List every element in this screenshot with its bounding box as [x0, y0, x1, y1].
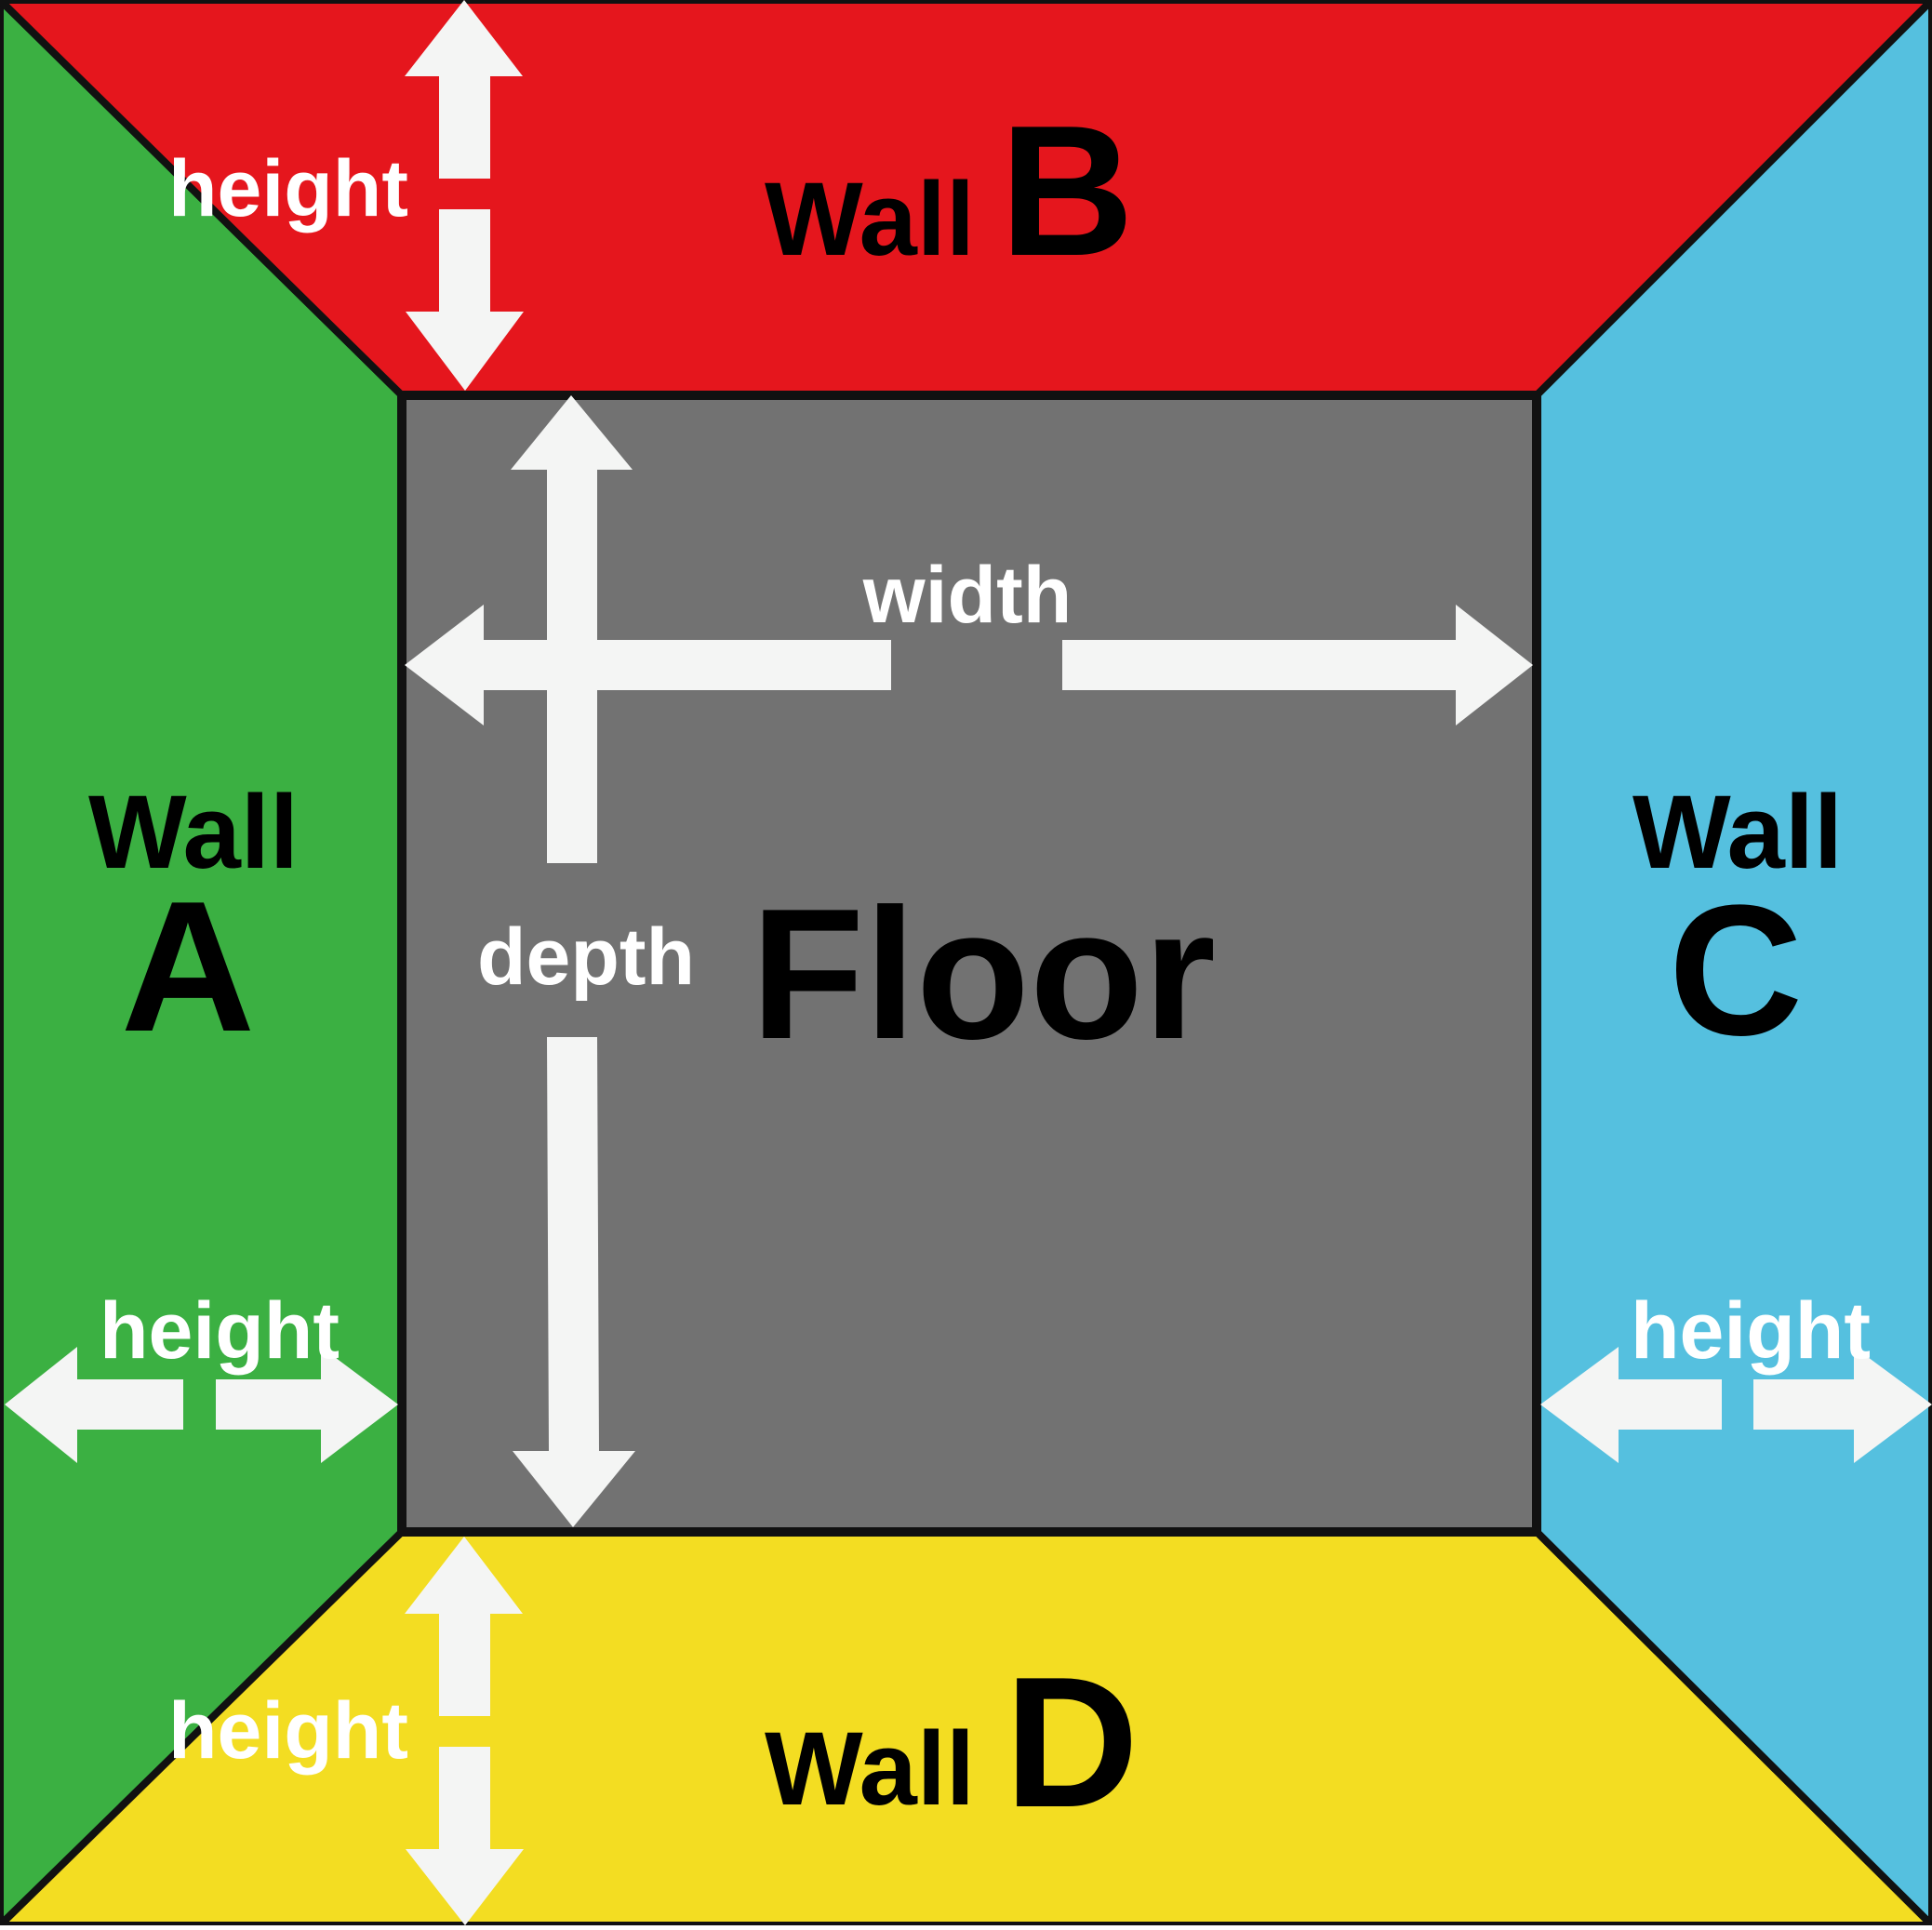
wall-b-letter: B: [1000, 87, 1134, 295]
height-label-wall-b: height: [168, 144, 408, 233]
wall-b-word: Wall: [765, 161, 975, 277]
depth-arrow: [511, 395, 635, 1527]
depth-arrow-up: [511, 395, 633, 863]
wall-c-word: Wall: [1632, 774, 1843, 890]
height-arrow-wall-d-down: [406, 1747, 524, 1925]
height-arrow-wall-a-right: [216, 1347, 398, 1463]
height-label-wall-d: height: [168, 1686, 408, 1776]
width-arrow: [405, 605, 1533, 725]
height-label-wall-a: height: [100, 1286, 340, 1376]
width-label: width: [862, 551, 1073, 640]
height-arrow-wall-a-left: [5, 1347, 183, 1463]
height-arrow-wall-c: [1540, 1347, 1932, 1463]
wall-a-letter: A: [121, 863, 255, 1071]
width-arrow-right: [1062, 605, 1533, 725]
width-arrow-left: [405, 605, 891, 725]
wall-c-letter: C: [1669, 867, 1803, 1074]
wall-a-word: Wall: [88, 774, 299, 890]
height-label-wall-c: height: [1631, 1286, 1871, 1376]
wall-d-letter: D: [1005, 1639, 1139, 1846]
wall-d-word: Wall: [765, 1710, 975, 1827]
height-arrow-wall-b-down: [406, 209, 524, 391]
depth-label: depth: [477, 912, 695, 1002]
depth-arrow-down: [513, 1037, 635, 1527]
height-arrow-wall-c-right: [1753, 1347, 1932, 1463]
height-arrow-wall-a: [5, 1347, 398, 1463]
height-arrow-wall-b-up: [405, 0, 523, 179]
height-arrow-wall-c-left: [1540, 1347, 1722, 1463]
height-arrow-wall-d: [405, 1537, 524, 1925]
height-arrow-wall-b: [405, 0, 524, 391]
floor-label: Floor: [751, 871, 1216, 1078]
height-arrow-wall-d-up: [405, 1537, 523, 1716]
